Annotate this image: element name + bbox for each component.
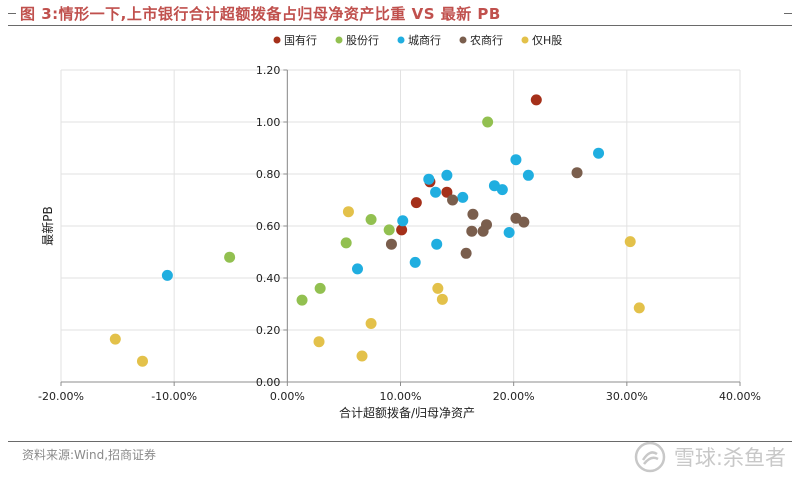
x-tick-label: 10.00%: [380, 390, 422, 403]
data-point: [522, 169, 534, 181]
y-tick-label: 0.40: [256, 272, 281, 285]
legend-label: 国有行: [284, 33, 317, 47]
data-point: [510, 154, 522, 166]
footer-rule: [8, 441, 792, 442]
legend-label: 城商行: [408, 33, 441, 47]
x-tick-label: 20.00%: [493, 390, 535, 403]
x-tick-labels: -20.00% -10.00% 0.00% 10.00% 20.00% 30.00% 40.…: [38, 390, 761, 403]
data-point: [410, 197, 422, 209]
legend-marker: [397, 36, 405, 44]
y-tick-label: 1.00: [256, 116, 281, 129]
data-point: [385, 238, 397, 250]
figure-title: 图 3:情形一下,上市银行合计超额拨备占归母净资产比重 VS 最新 PB: [20, 5, 501, 23]
data-point: [441, 169, 453, 181]
x-axis-label: 合计超额拨备/归母净资产: [339, 405, 475, 420]
data-point: [466, 225, 478, 237]
data-point: [430, 186, 442, 198]
legend-marker: [335, 36, 343, 44]
y-tick-label: 1.20: [256, 64, 281, 77]
y-axis-label: 最新PB: [40, 206, 55, 245]
data-point: [351, 263, 363, 275]
data-point: [342, 206, 354, 218]
y-tick-label: 0.20: [256, 324, 281, 337]
data-point: [383, 224, 395, 236]
x-tick-label: 30.00%: [606, 390, 648, 403]
data-point: [482, 116, 494, 128]
data-point: [431, 238, 443, 250]
data-point: [136, 355, 148, 367]
data-point: [530, 94, 542, 106]
data-point: [467, 208, 479, 220]
legend: 国有行 股份行 城商行 农商行 仅H股: [273, 33, 562, 47]
data-point: [441, 186, 453, 198]
data-point: [224, 251, 236, 263]
data-point: [460, 247, 472, 259]
corner-mark-right: [784, 13, 792, 14]
x-tick-label: 0.00%: [270, 390, 305, 403]
data-point: [296, 294, 308, 306]
watermark-text: 雪球:杀鱼者: [673, 446, 786, 470]
watermark: 雪球:杀鱼者: [634, 440, 786, 474]
source-note: 资料来源:Wind,招商证券: [22, 448, 157, 462]
data-point: [447, 194, 459, 206]
axis-lines: [60, 69, 741, 386]
data-point: [423, 173, 435, 185]
data-point: [365, 214, 377, 225]
x-tick-label: -20.00%: [38, 390, 84, 403]
legend-label: 仅H股: [532, 34, 562, 47]
data-point: [432, 282, 444, 294]
x-tick-label: -10.00%: [151, 390, 197, 403]
y-tick-labels: 0.00 0.20 0.40 0.60 0.80 1.00 1.20: [256, 64, 281, 389]
data-point: [313, 336, 325, 348]
data-point: [503, 227, 515, 238]
corner-mark-left: [8, 13, 16, 14]
data-point: [457, 191, 469, 203]
data-point: [409, 256, 421, 268]
data-point: [571, 167, 583, 179]
x-tick-label: 40.00%: [719, 390, 761, 403]
data-point: [161, 269, 173, 281]
legend-label: 股份行: [346, 34, 379, 47]
data-point: [624, 236, 636, 248]
legend-marker: [521, 36, 529, 44]
data-point: [481, 219, 493, 231]
data-point: [633, 302, 645, 314]
data-point: [593, 147, 605, 159]
data-point: [397, 215, 409, 227]
legend-marker: [459, 36, 467, 44]
data-point: [436, 293, 448, 305]
data-point: [340, 237, 352, 249]
data-point: [365, 318, 377, 329]
legend-label: 农商行: [470, 33, 503, 47]
y-tick-label: 0.60: [256, 220, 281, 233]
snowball-logo-icon: [634, 441, 666, 473]
y-tick-label: 0.80: [256, 168, 281, 181]
data-point: [314, 282, 326, 294]
data-points: [109, 94, 645, 367]
y-tick-label: 0.00: [256, 376, 281, 389]
data-point: [356, 350, 368, 362]
data-point: [496, 184, 508, 196]
legend-marker: [273, 36, 281, 44]
title-rule: [8, 25, 792, 26]
data-point: [396, 224, 408, 236]
data-point: [109, 333, 121, 345]
data-point: [518, 216, 530, 228]
